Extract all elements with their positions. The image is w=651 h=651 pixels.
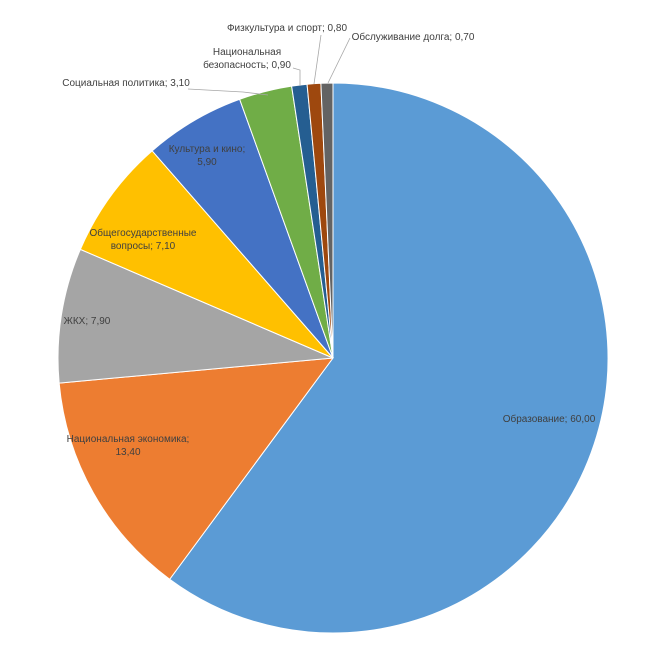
slice-data-label-8: Физкультура и спорт; 0,80: [227, 23, 348, 34]
slice-data-label-4: Общегосударственные вопросы; 7,10: [90, 227, 197, 252]
slice-data-label-1: Образование; 60,00: [503, 413, 596, 425]
slice-data-label-9: Обслуживание долга; 0,70: [352, 31, 475, 43]
pie-slice-3: [57, 248, 334, 384]
pie-slice-2: [58, 357, 335, 580]
slice-data-label-3: ЖКХ; 7,90: [64, 316, 111, 327]
slice-data-label-6: Социальная политика; 3,10: [62, 78, 190, 89]
leader-line-9: [327, 37, 351, 84]
pie-slice-4: [79, 150, 334, 359]
pie-slice-9: [320, 82, 334, 359]
slice-data-label-5: Культура и кино; 5,90: [169, 144, 246, 168]
slice-data-label-2: Национальная экономика; 13,40: [67, 434, 190, 458]
leader-line-8: [313, 34, 322, 85]
pie-slice-1: [168, 82, 609, 634]
slice-data-label-7: Национальная безопасность; 0,90: [203, 47, 291, 71]
leader-line-6: [187, 88, 269, 96]
leader-line-7: [292, 67, 301, 86]
